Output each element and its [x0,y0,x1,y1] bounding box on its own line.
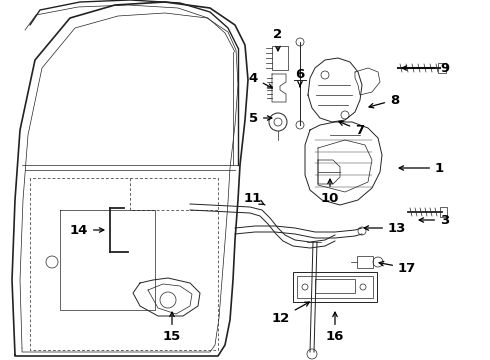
Text: 12: 12 [272,302,309,324]
Bar [440,207,447,217]
Bar [297,276,373,298]
Text: 2: 2 [273,28,283,51]
Text: 3: 3 [419,213,449,226]
Text: 5: 5 [249,112,272,125]
Text: 15: 15 [163,312,181,343]
Bar [438,63,446,73]
Text: 10: 10 [321,179,339,205]
Bar [293,272,377,302]
Bar [357,256,373,268]
Text: 14: 14 [70,224,104,237]
Text: 8: 8 [369,94,399,108]
Bar [272,46,288,70]
Text: 13: 13 [364,221,406,234]
Bar [315,279,355,293]
Text: 11: 11 [244,192,265,205]
Text: 7: 7 [339,121,364,136]
Text: 1: 1 [399,162,444,175]
Text: 4: 4 [249,72,272,88]
Text: 17: 17 [379,261,416,274]
Text: 6: 6 [295,68,305,87]
Text: 9: 9 [402,62,449,75]
Text: 16: 16 [326,312,344,343]
